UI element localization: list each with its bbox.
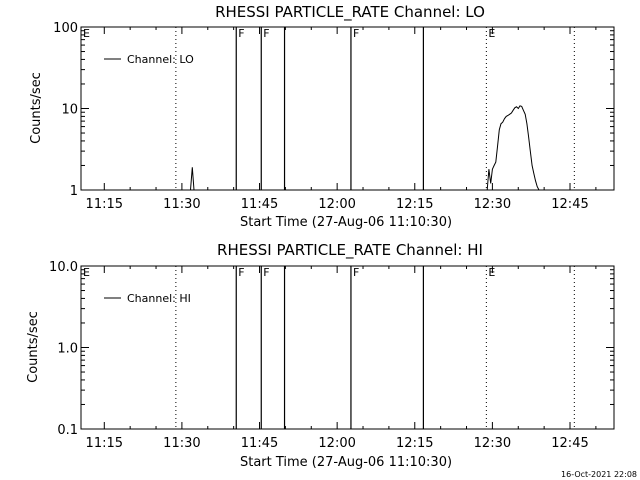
x-tick-label: 12:15 bbox=[396, 197, 433, 212]
x-tick-label: 11:15 bbox=[86, 197, 123, 212]
x-axis-label: Start Time (27-Aug-06 11:10:30) bbox=[240, 215, 452, 230]
flag-label: E bbox=[488, 266, 495, 279]
x-tick-label: 11:30 bbox=[163, 197, 200, 212]
y-tick-label: 1 bbox=[70, 184, 78, 199]
flag-label: E bbox=[83, 266, 90, 279]
footer-timestamp: 16-Oct-2021 22:08 bbox=[561, 470, 637, 479]
flag-label: F bbox=[353, 266, 359, 279]
x-tick-label: 12:15 bbox=[396, 436, 433, 451]
x-tick-label: 12:00 bbox=[318, 197, 355, 212]
y-tick-label: 10.0 bbox=[49, 260, 78, 275]
plot-frame bbox=[80, 26, 615, 191]
x-tick-label: 11:45 bbox=[241, 197, 278, 212]
y-tick-label: 1.0 bbox=[57, 342, 78, 357]
x-tick-label: 12:00 bbox=[318, 436, 355, 451]
flag-label: F bbox=[238, 27, 244, 40]
chart-title: RHESSI PARTICLE_RATE Channel: LO bbox=[215, 3, 485, 22]
x-tick-label: 12:45 bbox=[551, 197, 588, 212]
legend-label: Channel: HI bbox=[127, 292, 191, 305]
x-tick-label: 12:30 bbox=[474, 436, 511, 451]
series-line bbox=[486, 105, 540, 191]
plot-frame bbox=[80, 265, 615, 430]
y-tick-label: 10 bbox=[61, 103, 78, 118]
x-axis-label: Start Time (27-Aug-06 11:10:30) bbox=[240, 455, 452, 470]
flag-label: F bbox=[263, 27, 269, 40]
x-tick-label: 11:45 bbox=[241, 436, 278, 451]
y-tick-label: 0.1 bbox=[57, 423, 78, 438]
x-tick-label: 12:45 bbox=[551, 436, 588, 451]
x-tick-label: 11:30 bbox=[163, 436, 200, 451]
x-tick-label: 12:30 bbox=[474, 197, 511, 212]
chart-panel-hi: RHESSI PARTICLE_RATE Channel: HI Start T… bbox=[26, 241, 615, 470]
y-axis-label: Counts/sec bbox=[29, 72, 44, 144]
flag-label: F bbox=[353, 27, 359, 40]
x-tick-label: 11:15 bbox=[86, 436, 123, 451]
y-axis-label: Counts/sec bbox=[26, 311, 41, 383]
flag-label: F bbox=[263, 266, 269, 279]
series-line bbox=[190, 167, 195, 191]
flag-label: E bbox=[488, 27, 495, 40]
legend-label: Channel: LO bbox=[127, 53, 194, 66]
chart-panel-lo: RHESSI PARTICLE_RATE Channel: LO Start T… bbox=[29, 3, 615, 230]
flag-label: E bbox=[83, 27, 90, 40]
flag-label: F bbox=[238, 266, 244, 279]
y-tick-label: 100 bbox=[53, 21, 78, 36]
chart-title: RHESSI PARTICLE_RATE Channel: HI bbox=[217, 241, 483, 260]
